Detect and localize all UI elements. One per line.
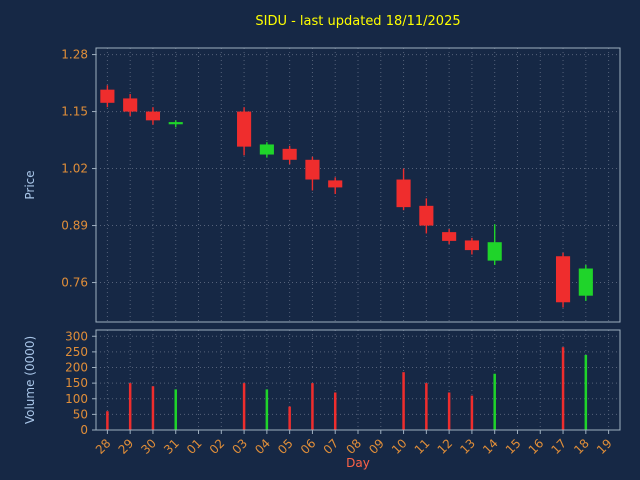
price-tick-label: 1.02 <box>61 162 88 176</box>
price-tick-label: 0.76 <box>61 276 88 290</box>
candle-body <box>237 111 252 147</box>
volume-tick-label: 200 <box>65 361 88 375</box>
volume-tick-label: 50 <box>73 407 88 421</box>
day-tick-label: 17 <box>548 436 569 457</box>
candle-body <box>555 256 571 303</box>
candle-body <box>487 242 502 261</box>
candle-body <box>100 89 115 103</box>
day-tick-label: 12 <box>435 436 456 457</box>
day-tick-label: 13 <box>457 436 478 457</box>
volume-tick-label: 0 <box>80 423 88 437</box>
x-axis-label: Day <box>346 456 370 470</box>
volume-bar <box>174 389 177 430</box>
day-tick-label: 07 <box>321 436 342 457</box>
candle-body <box>442 232 457 241</box>
volume-bar <box>584 355 588 430</box>
volume-bar <box>470 395 474 430</box>
volume-bar <box>265 389 269 430</box>
volume-bar <box>425 383 428 430</box>
day-tick-label: 14 <box>480 436 501 457</box>
candle-body <box>168 122 183 125</box>
volume-bar <box>402 372 405 430</box>
day-tick-label: 18 <box>571 436 592 457</box>
candle-body <box>145 111 161 121</box>
day-tick-label: 04 <box>252 436 273 457</box>
volume-bar <box>447 392 451 430</box>
day-tick-label: 09 <box>366 436 387 457</box>
volume-bar <box>106 411 109 430</box>
day-tick-label: 10 <box>389 436 410 457</box>
day-tick-label: 02 <box>207 436 228 457</box>
volume-bar <box>493 373 496 430</box>
volume-bar <box>151 386 155 430</box>
day-tick-label: 03 <box>230 436 251 457</box>
day-tick-label: 30 <box>138 436 159 457</box>
volume-bar <box>561 347 565 430</box>
volume-bar <box>288 406 291 430</box>
candle-body <box>578 268 593 296</box>
day-tick-label: 29 <box>116 436 137 457</box>
price-tick-label: 1.28 <box>61 48 88 62</box>
volume-tick-label: 100 <box>65 392 88 406</box>
volume-bar <box>311 383 314 430</box>
volume-bar <box>128 383 132 430</box>
candle-body <box>123 98 138 112</box>
chart-title: SIDU - last updated 18/11/2025 <box>255 14 461 29</box>
candle-body <box>305 159 320 180</box>
candle-body <box>396 179 411 208</box>
day-tick-label: 16 <box>526 436 547 457</box>
volume-bar <box>333 392 337 430</box>
candle-body <box>419 205 434 226</box>
volume-tick-label: 150 <box>65 376 88 390</box>
price-tick-label: 0.89 <box>61 219 88 233</box>
day-tick-label: 01 <box>184 436 205 457</box>
day-tick-label: 31 <box>161 436 182 457</box>
candle-body <box>282 148 297 160</box>
candle-body <box>328 180 343 188</box>
day-tick-label: 06 <box>298 436 319 457</box>
day-tick-label: 19 <box>594 436 615 457</box>
day-tick-label: 08 <box>343 436 364 457</box>
candle-body <box>464 240 479 251</box>
candle-body <box>259 144 274 155</box>
day-tick-label: 05 <box>275 436 296 457</box>
volume-tick-label: 300 <box>65 329 88 343</box>
day-tick-label: 28 <box>93 436 114 457</box>
day-tick-label: 11 <box>412 436 433 457</box>
volume-tick-label: 250 <box>65 345 88 359</box>
volume-bar <box>242 383 246 430</box>
price-tick-label: 1.15 <box>61 105 88 119</box>
day-tick-label: 15 <box>503 436 524 457</box>
price-panel-border <box>95 47 621 323</box>
